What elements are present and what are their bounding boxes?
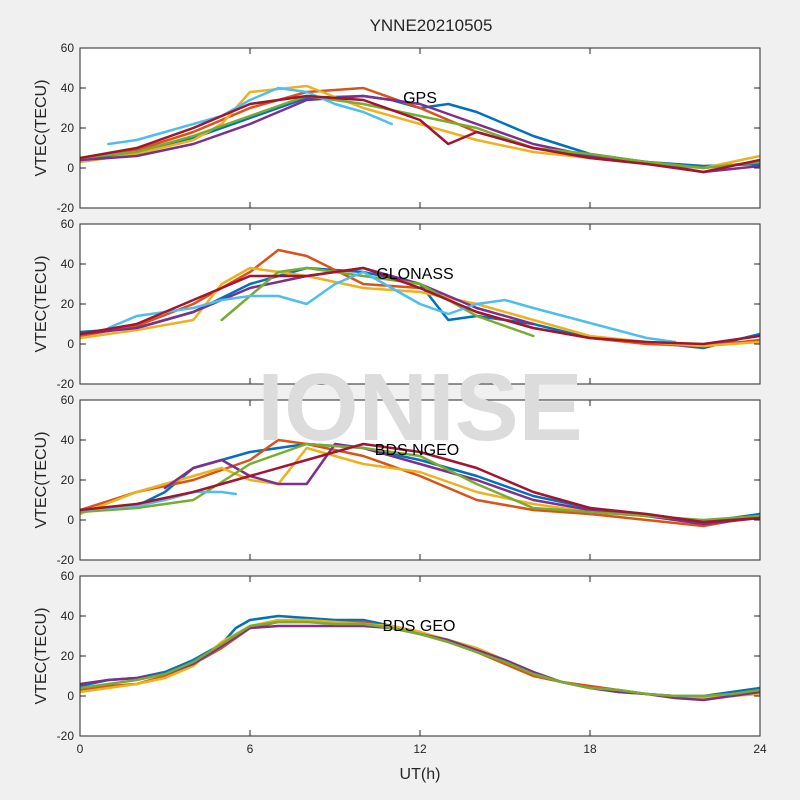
y-tick-label: 0 <box>67 337 74 351</box>
y-tick-label: 20 <box>61 297 75 311</box>
series-line-6 <box>107 270 677 344</box>
series-lines <box>80 614 760 702</box>
subplot-1: -20 0 20 40 60 VTEC(TECU) GPS <box>33 41 761 215</box>
y-tick-label: 60 <box>61 41 75 55</box>
x-tick-label: 12 <box>413 742 427 756</box>
y-tick-label: 60 <box>61 393 75 407</box>
subplot-2: -20 0 20 40 60 VTEC(TECU) GLONASS <box>33 217 761 391</box>
y-tick-label: 40 <box>61 609 75 623</box>
series-line-7 <box>80 442 760 524</box>
x-tick-label: 24 <box>753 742 767 756</box>
y-tick-label: -20 <box>57 201 75 215</box>
y-tick-label: -20 <box>57 377 75 391</box>
x-tick-label: 18 <box>583 742 597 756</box>
y-tick-label: -20 <box>57 729 75 743</box>
series-line-2 <box>80 438 760 528</box>
series-line-2 <box>80 248 760 348</box>
y-tick-label: -20 <box>57 553 75 567</box>
series-line-5 <box>80 94 760 170</box>
y-axis-label: VTEC(TECU) <box>33 432 50 529</box>
y-axis-label: VTEC(TECU) <box>33 608 50 705</box>
series-lines <box>80 84 760 174</box>
y-tick-label: 60 <box>61 569 75 583</box>
series-line-5 <box>80 442 760 522</box>
watermark-text: IONISE <box>257 354 582 461</box>
plot-area <box>80 576 760 736</box>
y-tick-label: 40 <box>61 257 75 271</box>
y-tick-label: 0 <box>67 161 74 175</box>
series-lines <box>80 248 760 350</box>
y-tick-label: 40 <box>61 433 75 447</box>
series-line-6 <box>107 86 393 146</box>
x-axis-label: UT(h) <box>400 766 441 783</box>
y-tick-label: 60 <box>61 217 75 231</box>
y-tick-label: 0 <box>67 513 74 527</box>
chart-title: YNNE20210505 <box>370 16 493 35</box>
y-tick-label: 20 <box>61 473 75 487</box>
panel-label: GLONASS <box>376 266 453 283</box>
panel-label: BDS GEO <box>383 618 456 635</box>
y-tick-label: 20 <box>61 649 75 663</box>
x-tick-label: 6 <box>247 742 254 756</box>
series-line-7 <box>80 94 760 174</box>
panel-label: BDS NGEO <box>375 442 459 459</box>
y-tick-label: 0 <box>67 689 74 703</box>
y-tick-label: 20 <box>61 121 75 135</box>
series-line-7 <box>80 266 760 346</box>
x-tick-label: 0 <box>77 742 84 756</box>
y-axis-label: VTEC(TECU) <box>33 256 50 353</box>
panel-label: GPS <box>403 90 437 107</box>
series-line-5 <box>80 620 760 698</box>
series-lines <box>80 438 760 528</box>
y-tick-label: 40 <box>61 81 75 95</box>
subplot-3: -20 0 20 40 60 VTEC(TECU) BDS NGEO <box>33 393 761 567</box>
y-axis-label: VTEC(TECU) <box>33 80 50 177</box>
